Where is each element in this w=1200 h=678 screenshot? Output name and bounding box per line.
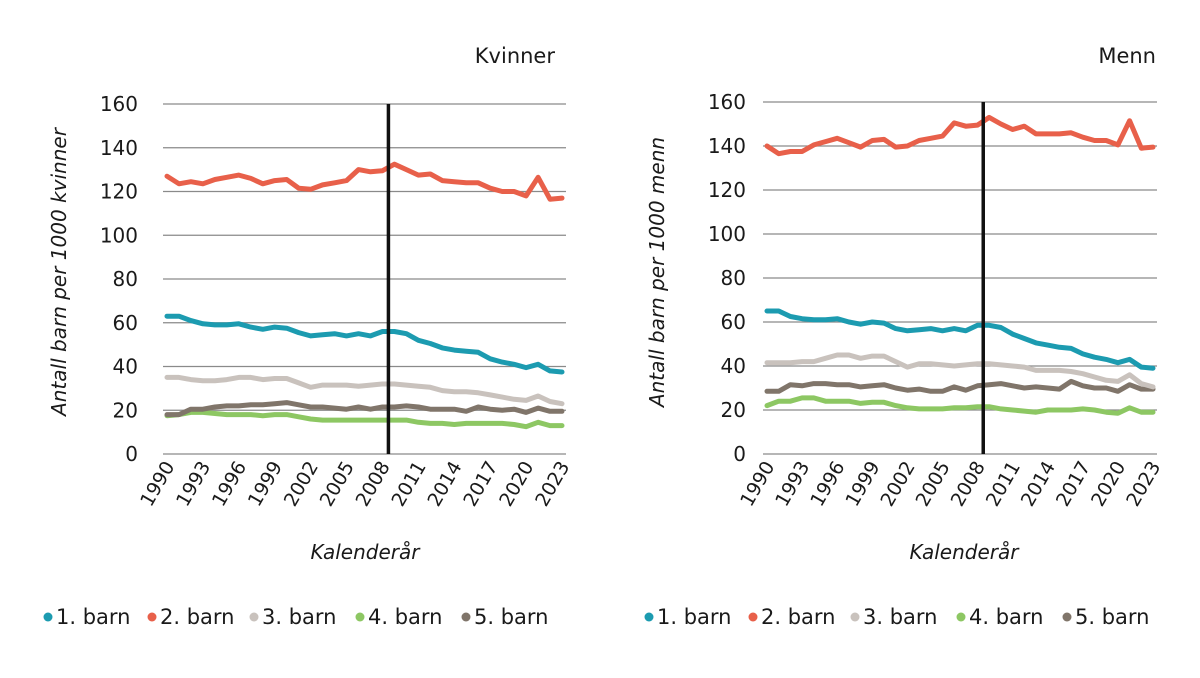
legend-label: 5. barn [1075, 605, 1149, 629]
y-tick-label: 80 [721, 266, 746, 290]
x-tick-label: 2014 [1017, 458, 1060, 511]
series-line-3-barn [764, 352, 1156, 390]
y-tick-label: 0 [733, 442, 746, 466]
series-line-2-barn [164, 161, 565, 202]
legend-label: 2. barn [761, 605, 835, 629]
y-tick-label: 160 [100, 92, 138, 116]
legend-marker-icon [748, 612, 758, 622]
legend-marker-icon [147, 612, 157, 622]
y-tick-label: 60 [721, 310, 746, 334]
x-tick-label: 1990 [136, 458, 179, 511]
series-line-4-barn [764, 395, 1156, 416]
legend-label: 3. barn [863, 605, 937, 629]
legend-item: 2. barn [748, 605, 835, 629]
panel-title: Menn [1098, 44, 1156, 68]
y-tick-label: 140 [100, 136, 138, 160]
y-tick-label: 140 [708, 134, 746, 158]
legend-label: 4. barn [969, 605, 1043, 629]
x-axis-label: Kalenderår [910, 540, 1021, 564]
y-tick-label: 40 [721, 354, 746, 378]
series-line-1-barn [164, 313, 565, 375]
y-tick-label: 0 [125, 442, 138, 466]
y-tick-label: 160 [708, 90, 746, 114]
x-tick-label: 2017 [1052, 458, 1095, 511]
x-tick-label: 1993 [771, 458, 814, 511]
legend-marker-icon [43, 612, 53, 622]
x-tick-label: 2014 [423, 458, 466, 511]
series-line-1-barn [764, 308, 1156, 371]
y-tick-label: 60 [113, 311, 138, 335]
legend-item: 3. barn [850, 605, 937, 629]
x-tick-label: 2023 [531, 458, 574, 511]
y-tick-label: 100 [708, 222, 746, 246]
x-tick-label: 2008 [947, 458, 990, 511]
legend-label: 5. barn [474, 605, 548, 629]
legend-item: 4. barn [956, 605, 1043, 629]
y-tick-label: 40 [113, 355, 138, 379]
x-tick-label: 2005 [316, 458, 359, 511]
x-tick-label: 2008 [352, 458, 395, 511]
y-tick-label: 120 [100, 180, 138, 204]
x-tick-label: 1993 [172, 458, 215, 511]
series-line-5-barn [764, 378, 1156, 394]
series-line-3-barn [164, 374, 565, 407]
legend-label: 1. barn [56, 605, 130, 629]
x-tick-label: 1999 [244, 458, 287, 511]
legend: 1. barn 2. barn 3. barn 4. barn 5. barn [644, 605, 1149, 629]
y-tick-label: 120 [708, 178, 746, 202]
legend-marker-icon [956, 612, 966, 622]
x-tick-label: 2005 [912, 458, 955, 511]
legend-label: 2. barn [160, 605, 234, 629]
legend-item: 3. barn [249, 605, 336, 629]
legend-item: 5. barn [461, 605, 548, 629]
x-tick-label: 2011 [387, 458, 430, 511]
legend-item: 4. barn [355, 605, 442, 629]
x-tick-label: 2017 [459, 458, 502, 511]
series-line-2-barn [764, 114, 1156, 157]
legend-label: 3. barn [262, 605, 336, 629]
panel-title: Kvinner [475, 44, 556, 68]
x-tick-label: 2023 [1122, 458, 1165, 511]
legend-label: 1. barn [657, 605, 731, 629]
y-axis-label: Antall barn per 1000 menn [645, 137, 669, 409]
x-tick-label: 1999 [841, 458, 884, 511]
legend-marker-icon [249, 612, 259, 622]
x-tick-label: 2011 [982, 458, 1025, 511]
x-tick-label: 2002 [280, 458, 323, 511]
x-tick-label: 1996 [806, 458, 849, 511]
legend: 1. barn 2. barn 3. barn 4. barn 5. barn [43, 605, 548, 629]
y-tick-label: 100 [100, 223, 138, 247]
legend-marker-icon [461, 612, 471, 622]
legend-marker-icon [355, 612, 365, 622]
legend-item: 5. barn [1062, 605, 1149, 629]
x-tick-label: 2002 [876, 458, 919, 511]
x-tick-label: 2020 [1087, 458, 1130, 511]
legend-item: 2. barn [147, 605, 234, 629]
y-tick-label: 20 [113, 398, 138, 422]
legend-label: 4. barn [368, 605, 442, 629]
series-line-4-barn [164, 409, 565, 430]
legend-marker-icon [850, 612, 860, 622]
legend-marker-icon [644, 612, 654, 622]
legend-item: 1. barn [644, 605, 731, 629]
legend-marker-icon [1062, 612, 1072, 622]
y-tick-label: 80 [113, 267, 138, 291]
y-tick-label: 20 [721, 398, 746, 422]
series-line-5-barn [164, 400, 565, 418]
x-tick-label: 1996 [208, 458, 251, 511]
x-axis-label: Kalenderår [311, 540, 422, 564]
y-axis-label: Antall barn per 1000 kvinner [47, 126, 71, 418]
x-tick-label: 2020 [495, 458, 538, 511]
legend-item: 1. barn [43, 605, 130, 629]
